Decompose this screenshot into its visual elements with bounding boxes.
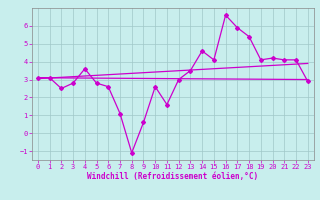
X-axis label: Windchill (Refroidissement éolien,°C): Windchill (Refroidissement éolien,°C) (87, 172, 258, 181)
